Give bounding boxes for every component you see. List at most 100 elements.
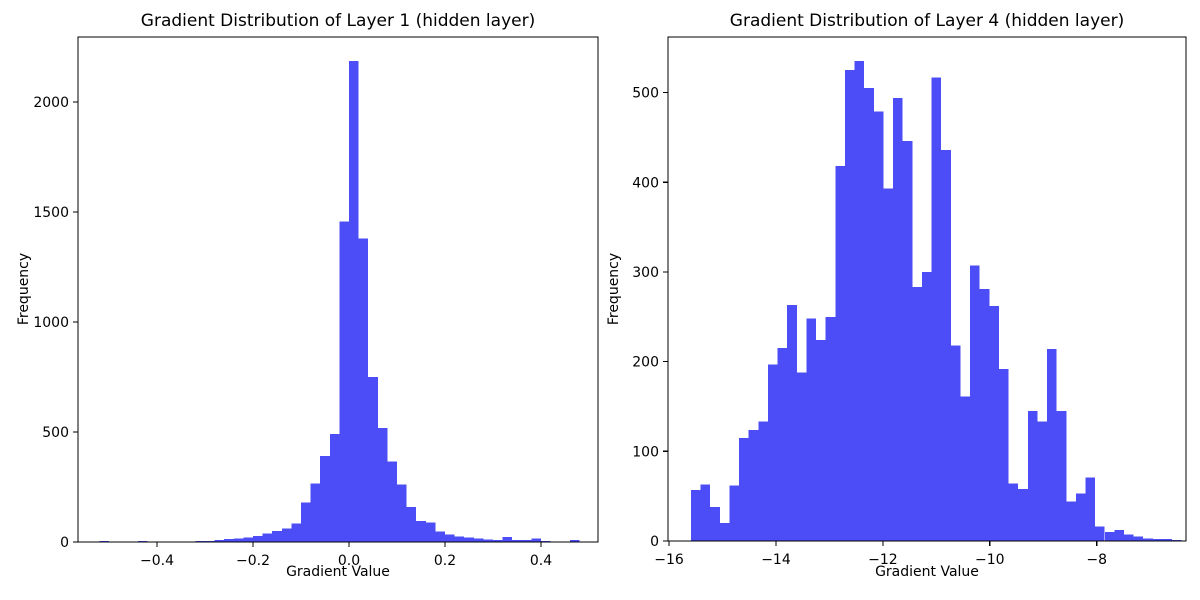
- x-tick-label: −16: [654, 552, 684, 568]
- histogram-bar: [531, 538, 541, 542]
- histogram-bar: [1037, 421, 1048, 541]
- histogram-bar: [796, 372, 807, 541]
- histogram-bar: [320, 456, 330, 542]
- histogram-bar: [262, 533, 273, 542]
- histogram-bar: [1162, 539, 1173, 541]
- histogram-bar: [377, 428, 388, 542]
- x-tick-label: 0.4: [530, 553, 552, 569]
- histogram-bar: [710, 506, 720, 541]
- y-tick-label: 200: [632, 355, 659, 371]
- histogram-bar: [416, 521, 426, 542]
- y-tick-label: 0: [60, 535, 69, 551]
- histogram-bar: [739, 437, 749, 541]
- axes-box: [77, 36, 599, 543]
- histogram-bar: [454, 536, 465, 542]
- histogram-panel-layer1: −0.4 −0.2 0.0 0.2 0.4 0 500 1000 1500 2000 Gradie…: [16, 11, 599, 580]
- histogram-bar: [444, 534, 455, 542]
- x-tick-label: −12: [868, 552, 898, 568]
- plot-area: −16 −14 −12 −10 −8 0 100 200 300 400 500: [632, 36, 1187, 568]
- histogram-bar: [253, 535, 263, 542]
- x-tick-label: −14: [761, 552, 791, 568]
- histogram-bar: [690, 489, 701, 541]
- y-tick-label: 0: [650, 534, 659, 550]
- histogram-bar: [329, 434, 340, 542]
- histogram-bar: [281, 528, 292, 542]
- histogram-bar: [310, 483, 321, 542]
- histogram-bar: [960, 396, 971, 541]
- histogram-bar: [502, 536, 513, 542]
- histogram-bar: [806, 318, 817, 541]
- y-tick-label: 2000: [33, 95, 69, 111]
- histogram-bar: [921, 271, 932, 541]
- histogram-bar: [521, 540, 532, 542]
- histogram-bar: [767, 364, 778, 541]
- histogram-bar: [1018, 488, 1028, 541]
- histogram-bar: [214, 540, 225, 542]
- histogram-bar: [464, 537, 474, 542]
- x-tick-label: −0.2: [236, 553, 270, 569]
- histogram-bar: [777, 348, 788, 541]
- histogram-bar: [387, 461, 397, 542]
- histogram-bar: [1047, 349, 1057, 541]
- histogram-bar: [1152, 539, 1163, 541]
- histogram-bar: [989, 306, 999, 541]
- histogram-bar: [300, 502, 311, 542]
- histogram-bar: [864, 88, 874, 542]
- y-tick-label: 500: [42, 425, 69, 441]
- histogram-bar: [339, 221, 349, 542]
- histogram-bar: [1075, 493, 1086, 541]
- y-tick-label: 1500: [33, 205, 69, 221]
- histogram-bar: [368, 376, 378, 542]
- y-axis-label: Frequency: [606, 252, 622, 326]
- histogram-bar: [233, 538, 244, 542]
- histogram-bar: [1123, 534, 1134, 541]
- histogram-bar: [912, 287, 922, 541]
- histogram-bar: [758, 421, 768, 541]
- histogram-bar: [825, 316, 836, 541]
- y-tick-label: 1000: [33, 315, 69, 331]
- x-tick-label: 0.0: [338, 553, 360, 569]
- histogram-bar: [425, 522, 436, 542]
- histogram-bar: [1056, 410, 1067, 541]
- histogram-bar: [473, 538, 484, 542]
- y-axis-label: Frequency: [16, 252, 32, 326]
- histogram-bar: [1104, 532, 1115, 541]
- histogram-bar: [1133, 536, 1144, 541]
- x-axis-label: Gradient Value: [875, 564, 979, 580]
- y-tick-label: 400: [632, 175, 659, 191]
- histogram-bar: [406, 506, 417, 542]
- x-tick-label: −0.4: [140, 553, 174, 569]
- histogram-bar: [873, 111, 884, 542]
- plot-area: −0.4 −0.2 0.0 0.2 0.4 0 500 1000 1500 2000: [33, 36, 599, 569]
- histogram-bar: [1114, 530, 1124, 541]
- histogram-bar: [748, 429, 759, 541]
- histogram-bar: [998, 368, 1009, 541]
- histogram-bar: [729, 485, 740, 541]
- histogram-bar: [854, 61, 865, 542]
- histogram-bar: [941, 150, 951, 541]
- histogram-bar: [816, 340, 826, 541]
- histogram-bar: [1008, 483, 1019, 541]
- histogram-bar: [902, 141, 913, 541]
- histogram-bar: [883, 188, 894, 541]
- histogram-bar: [931, 77, 942, 542]
- histogram-bar: [844, 70, 855, 542]
- histogram-bar: [1027, 410, 1038, 541]
- chart-title: Gradient Distribution of Layer 1 (hidden…: [140, 11, 536, 31]
- x-tick-label: −8: [1086, 552, 1107, 568]
- histogram-bar: [1095, 526, 1105, 541]
- x-tick-label: −10: [975, 552, 1005, 568]
- x-tick-label: 0.2: [434, 553, 456, 569]
- histogram-bar: [224, 539, 234, 542]
- histogram-bar: [1066, 501, 1076, 541]
- histogram-bar: [835, 166, 845, 541]
- histogram-bar: [243, 537, 253, 542]
- histogram-bar: [483, 539, 493, 542]
- histogram-bar: [719, 523, 730, 541]
- histogram-bar: [970, 265, 980, 541]
- histogram-bar: [1085, 477, 1096, 541]
- x-axis-label: Gradient Value: [286, 564, 390, 580]
- y-tick-label: 300: [632, 265, 659, 281]
- histogram-bar: [979, 289, 990, 541]
